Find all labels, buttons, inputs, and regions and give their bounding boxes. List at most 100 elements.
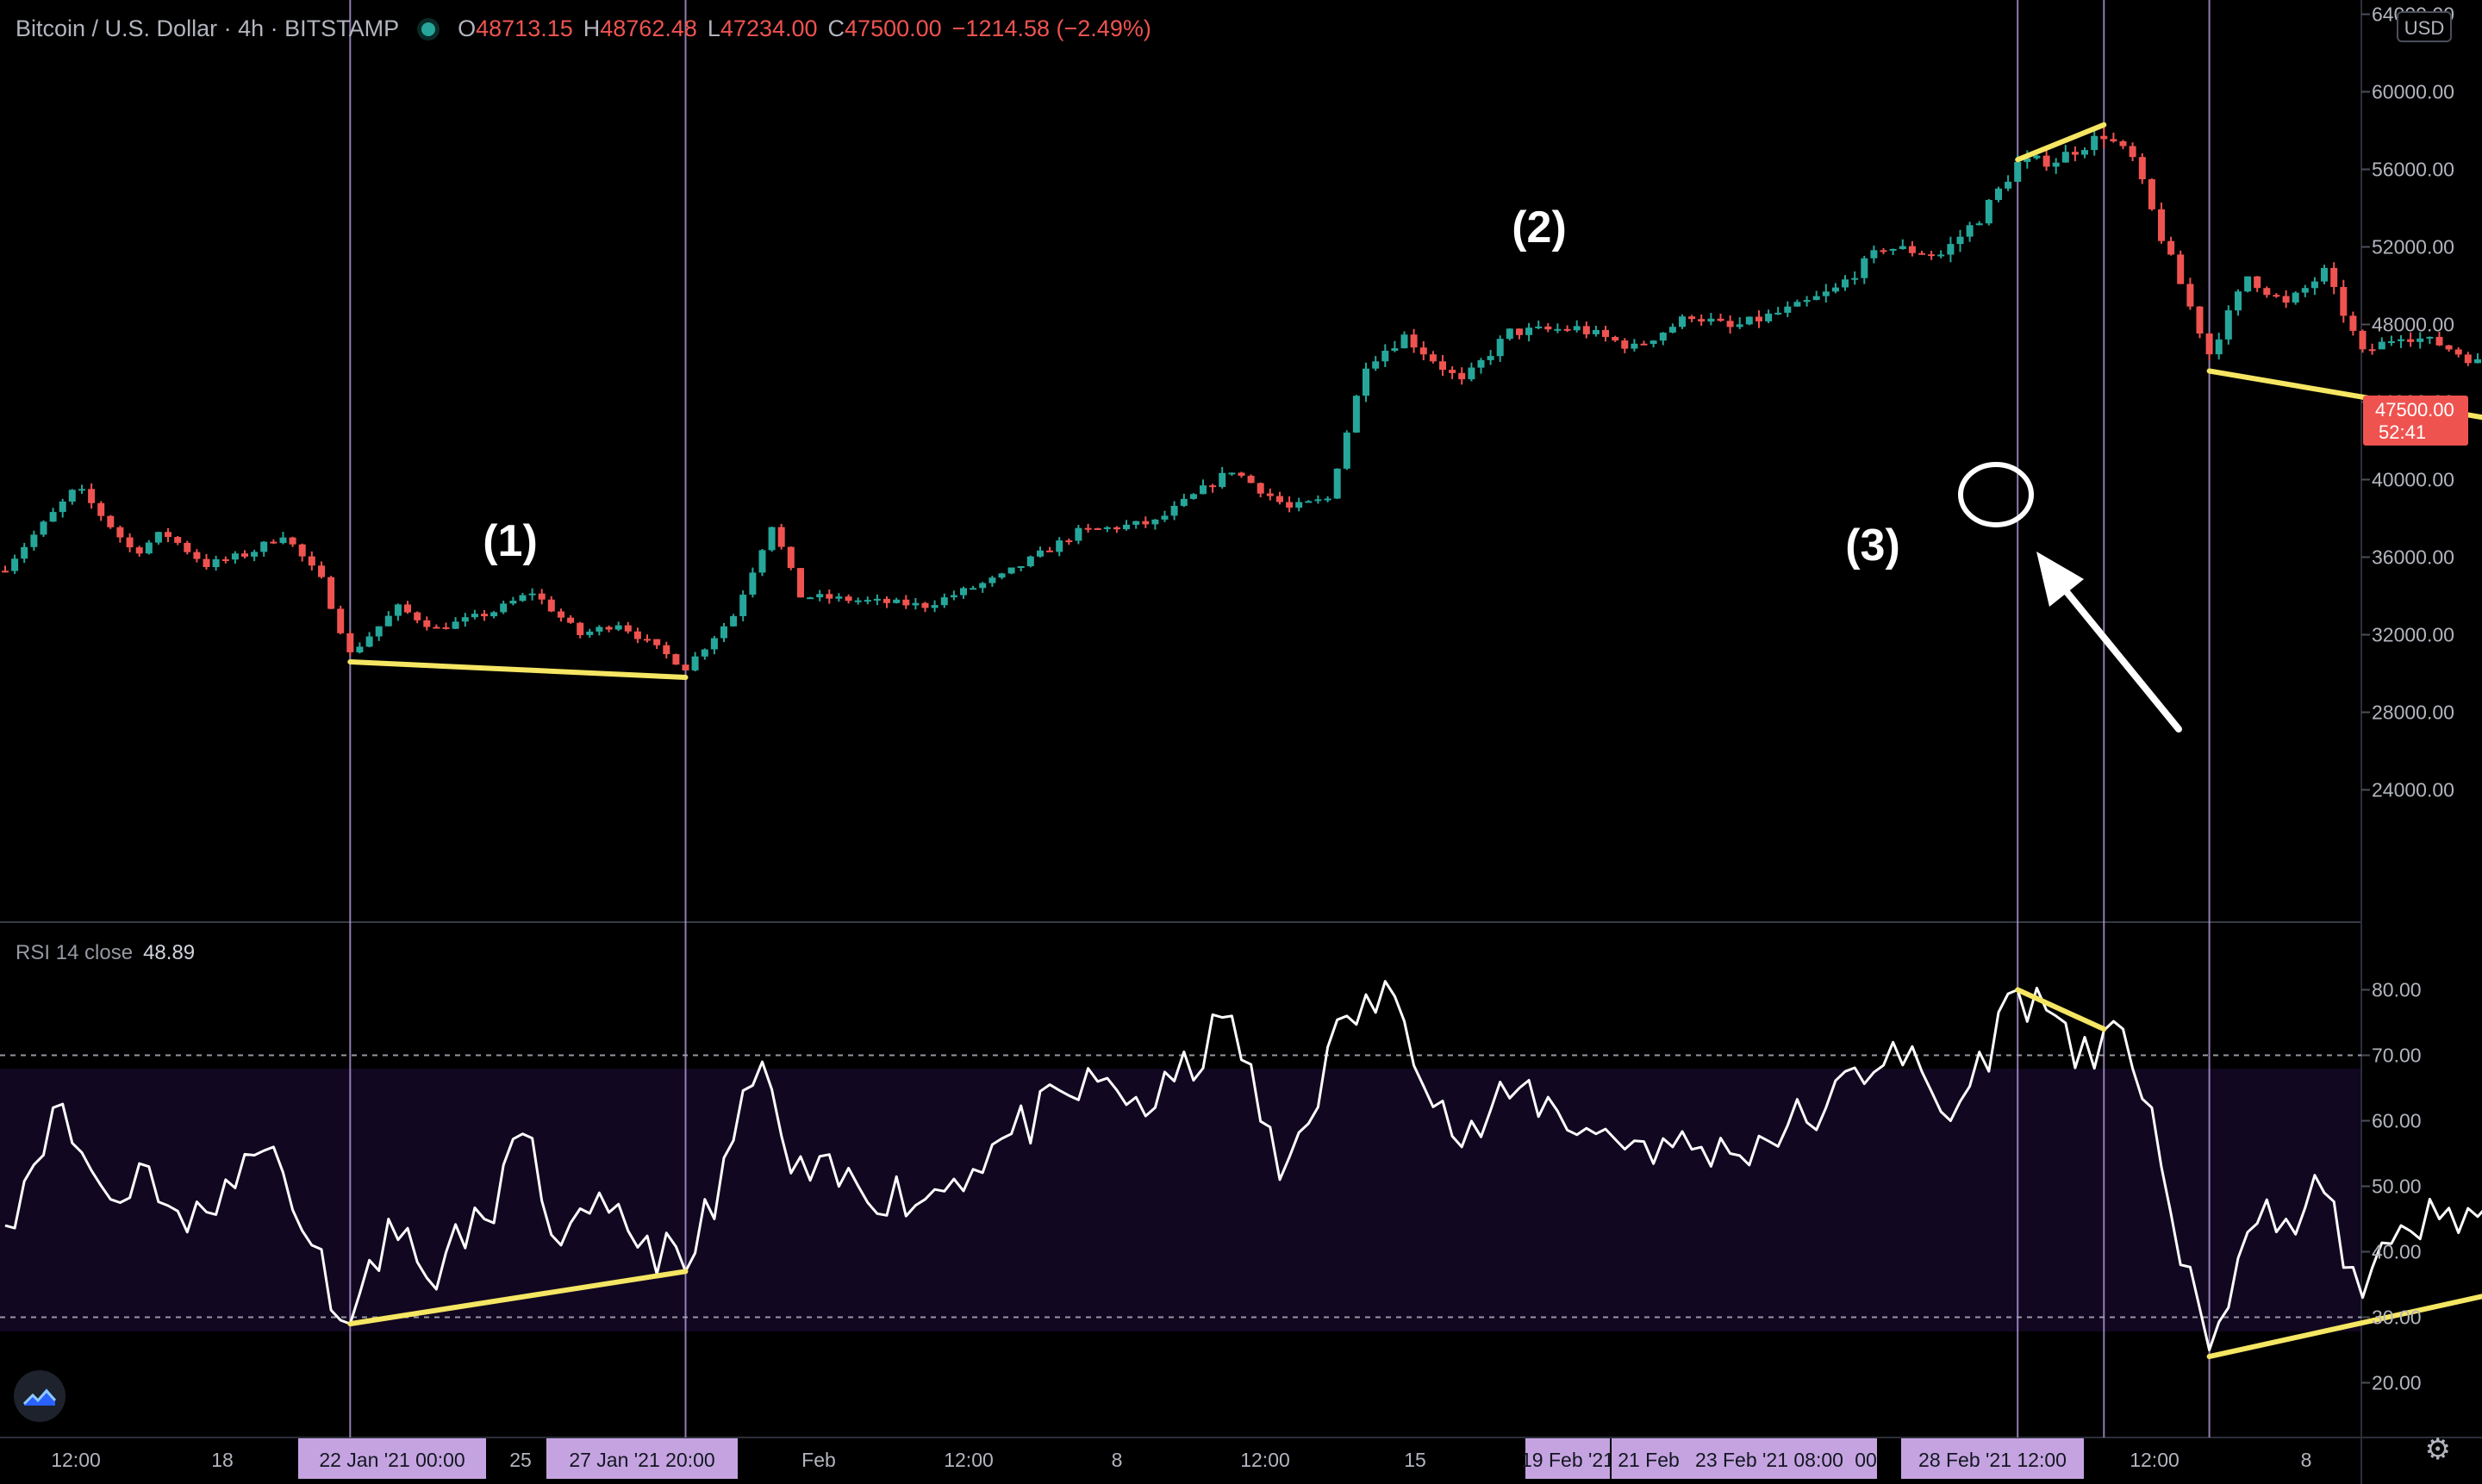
candle-body (2417, 338, 2424, 342)
rsi-trendline[interactable] (2015, 987, 2107, 1032)
candle (1688, 315, 1696, 322)
candle (2321, 265, 2328, 284)
candle-body (481, 614, 488, 617)
candle (490, 611, 498, 619)
candle-body (1132, 521, 1140, 525)
candle (567, 614, 575, 624)
candle-body (433, 627, 440, 629)
rsi-tick-label: 20.00 (2372, 1372, 2422, 1394)
candle (126, 533, 134, 552)
time-highlight-box (1901, 1438, 2084, 1479)
candle-body (78, 489, 85, 491)
candle (461, 613, 469, 627)
candle-body (2349, 315, 2357, 331)
candle-body (221, 559, 229, 561)
candle-body (1305, 501, 1313, 503)
candle (2464, 352, 2472, 366)
candle (375, 626, 383, 641)
candle (2224, 305, 2232, 345)
highlighted-time-label: 00 (1855, 1438, 1877, 1479)
tradingview-logo-icon[interactable] (14, 1370, 65, 1422)
candle (2215, 333, 2223, 360)
price-trendline[interactable] (2015, 122, 2107, 163)
rsi-trendline[interactable] (347, 1269, 689, 1327)
rsi-tick-label: 80.00 (2372, 979, 2422, 1001)
candle (471, 609, 478, 620)
time-highlight-box (1612, 1438, 1686, 1479)
candle-body (1851, 277, 1859, 280)
symbol-title[interactable]: Bitcoin / U.S. Dollar · 4h · BITSTAMP (16, 16, 400, 41)
candle (1458, 367, 1466, 385)
candle-body (2033, 155, 2041, 159)
candle-body (1506, 328, 1513, 340)
candle-body (1324, 498, 1331, 501)
candle-body (30, 534, 38, 547)
candle-body (154, 532, 162, 543)
last-price-badge: 47500.00 52:41 (2363, 396, 2468, 446)
gear-icon[interactable]: ⚙ (2424, 1433, 2451, 1466)
candle (739, 590, 747, 621)
candle (2052, 158, 2060, 174)
candle-body (203, 558, 210, 567)
candle-body (2398, 339, 2404, 341)
candle (1582, 321, 1590, 339)
candle-body (1343, 432, 1350, 469)
candle (979, 582, 987, 593)
rsi-legend[interactable]: RSI 14 close 48.89 (16, 941, 195, 965)
candle-body (2061, 152, 2069, 163)
candle-body (633, 631, 641, 639)
candle-body (88, 489, 96, 503)
rsi-trendline[interactable] (2206, 1291, 2482, 1360)
currency-badge[interactable]: USD (2397, 11, 2452, 42)
rsi-tick-label: 50.00 (2372, 1175, 2422, 1198)
candle (2263, 286, 2271, 298)
candle (193, 549, 201, 563)
candle-body (691, 656, 699, 670)
candle-body (979, 583, 987, 589)
candle (1352, 395, 1360, 433)
price-trendline[interactable] (347, 659, 689, 680)
candle-body (787, 546, 795, 569)
candle (749, 567, 757, 598)
candle (682, 664, 689, 670)
highlight-circle (1958, 462, 2034, 527)
candle-body (2387, 341, 2395, 343)
candle (2033, 154, 2041, 160)
candle-body (1084, 527, 1092, 530)
candle (1726, 315, 1734, 334)
candle (864, 596, 871, 605)
candle-body (442, 627, 450, 629)
candle (1400, 331, 1408, 349)
candle-body (241, 553, 248, 557)
candle-body (375, 626, 383, 637)
candle-body (2340, 287, 2348, 316)
candle (2244, 276, 2252, 293)
candle (384, 611, 392, 627)
last-price-value: 47500.00 (2375, 399, 2454, 421)
candle (1956, 229, 1964, 253)
candle (1831, 283, 1839, 294)
candle (1631, 339, 1638, 352)
candle (970, 585, 977, 590)
time-tick-label: 8 (2301, 1449, 2312, 1471)
candle-body (2100, 135, 2108, 140)
candle (883, 596, 890, 608)
candle (221, 556, 229, 564)
candle (605, 625, 613, 633)
candle (1573, 320, 1581, 333)
time-highlight-text: 00 (1855, 1449, 1877, 1471)
candle (88, 483, 96, 509)
candle-body (2158, 209, 2165, 241)
candle (165, 527, 171, 543)
candle-body (672, 654, 680, 665)
market-status-icon[interactable] (421, 22, 436, 36)
candle (845, 594, 852, 604)
candle-body (126, 537, 134, 548)
candle-body (1142, 521, 1150, 525)
candle-body (2186, 284, 2194, 307)
candle (1286, 496, 1294, 513)
candle-body (1046, 550, 1054, 552)
candle-body (1477, 360, 1485, 368)
candle (2368, 343, 2376, 355)
